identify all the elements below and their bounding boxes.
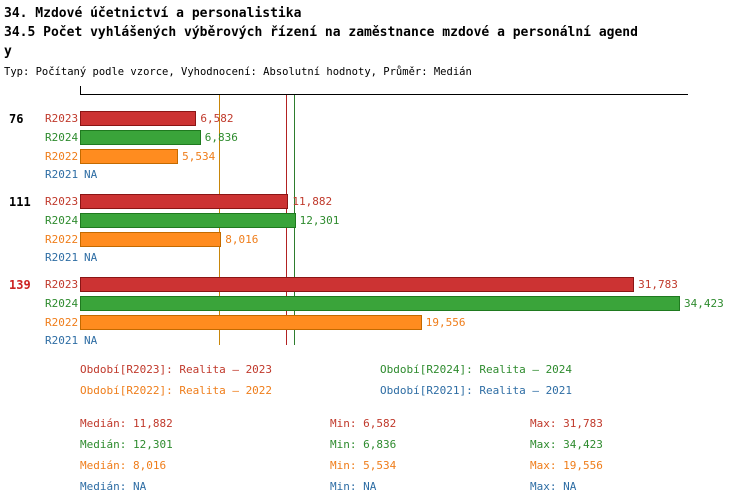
bar-r2023 — [80, 277, 635, 292]
stat-max: Max: 19,556 — [530, 459, 603, 472]
bar-rows: 76 R2023 6,582 R2024 6,836 R2022 5,534 R2021 NA 1… — [0, 94, 750, 349]
stat-max: Max: NA — [530, 480, 577, 493]
stat-median: Medián: 11,882 — [80, 417, 173, 430]
plot-area: 12,301 — [80, 211, 750, 230]
series-label: R2022 — [45, 233, 79, 246]
series-label: R2023 — [45, 112, 79, 125]
chart-row-r2024: R2024 34,423 — [0, 294, 750, 313]
stat-min: Min: 6,582 — [330, 417, 397, 430]
value-label: 19,556 — [425, 316, 466, 329]
legend-item: Období[R2024]: Realita – 2024 — [380, 363, 573, 376]
bar-r2023 — [80, 194, 289, 209]
legend-item: Období[R2023]: Realita – 2023 — [80, 363, 273, 376]
plot-area: NA — [80, 249, 750, 266]
stat-max: Max: 34,423 — [530, 438, 603, 451]
series-label: R2024 — [45, 214, 79, 227]
series-label: R2024 — [45, 297, 79, 310]
value-label: 8,016 — [225, 233, 259, 246]
series-label: R2021 — [45, 251, 79, 264]
chart-row-r2022: R2022 5,534 — [0, 147, 750, 166]
series-label: R2023 — [45, 278, 79, 291]
stat-median: Medián: NA — [80, 480, 147, 493]
value-label: 6,582 — [200, 112, 234, 125]
value-label: NA — [84, 251, 98, 264]
stat-max: Max: 31,783 — [530, 417, 603, 430]
stats-table: Medián: 11,882 Min: 6,582 Max: 31,783 Mediá… — [80, 417, 750, 493]
bar-group: 76 R2023 6,582 R2024 6,836 R2022 5,534 R2021 NA — [0, 109, 750, 183]
chart-row-r2023: 111 R2023 11,882 — [0, 192, 750, 211]
plot-area: 6,836 — [80, 128, 750, 147]
plot-area: 31,783 — [80, 275, 750, 294]
plot-area: 8,016 — [80, 230, 750, 249]
legend-item: Období[R2022]: Realita – 2022 — [80, 384, 273, 397]
plot-area: 34,423 — [80, 294, 750, 313]
group-label: 76 — [9, 111, 24, 126]
chart-row-r2022: R2022 8,016 — [0, 230, 750, 249]
group-label: 111 — [9, 194, 31, 209]
value-label: NA — [84, 334, 98, 347]
chart-row-r2023: 139 R2023 31,783 — [0, 275, 750, 294]
bar-r2024 — [80, 296, 680, 311]
chart-row-r2021: R2021 NA — [0, 332, 750, 349]
x-axis-tick — [80, 86, 81, 94]
plot-area: NA — [80, 332, 750, 349]
chart-row-r2021: R2021 NA — [0, 249, 750, 266]
bar-group: 111 R2023 11,882 R2024 12,301 R2022 8,016 R2021… — [0, 192, 750, 266]
chart-row-r2023: 76 R2023 6,582 — [0, 109, 750, 128]
group-label: 139 — [9, 277, 31, 292]
value-label: 6,836 — [204, 131, 238, 144]
value-label: 5,534 — [182, 150, 216, 163]
value-label: NA — [84, 168, 98, 181]
bar-r2022 — [80, 232, 222, 247]
bar-r2022 — [80, 315, 422, 330]
legend: Období[R2023]: Realita – 2023 Období[R202… — [80, 363, 750, 397]
stat-median: Medián: 12,301 — [80, 438, 173, 451]
chart-title-line2: 34.5 Počet vyhlášených výběrových řízení… — [4, 25, 638, 59]
value-label: 34,423 — [683, 297, 724, 310]
series-label: R2022 — [45, 316, 79, 329]
value-label: 31,783 — [638, 278, 678, 291]
chart-row-r2024: R2024 12,301 — [0, 211, 750, 230]
bar-r2024 — [80, 130, 201, 145]
plot-area: NA — [80, 166, 750, 183]
value-label: 12,301 — [299, 214, 340, 227]
chart-title-line1: 34. Mzdové účetnictví a personalistika — [4, 6, 302, 21]
chart-row-r2022: R2022 19,556 — [0, 313, 750, 332]
series-label: R2021 — [45, 168, 79, 181]
series-label: R2024 — [45, 131, 79, 144]
chart-header: 34. Mzdové účetnictví a personalistika 3… — [0, 0, 750, 78]
plot-area: 6,582 — [80, 109, 750, 128]
bar-chart: 76 R2023 6,582 R2024 6,836 R2022 5,534 R2021 NA 1… — [0, 86, 750, 349]
stat-min: Min: NA — [330, 480, 377, 493]
x-axis-line — [80, 94, 688, 95]
plot-area: 19,556 — [80, 313, 750, 332]
chart-row-r2024: R2024 6,836 — [0, 128, 750, 147]
bar-r2024 — [80, 213, 296, 228]
bar-r2022 — [80, 149, 179, 164]
plot-area: 11,882 — [80, 192, 750, 211]
stat-min: Min: 6,836 — [330, 438, 397, 451]
value-label: 11,882 — [292, 195, 333, 208]
bar-r2023 — [80, 111, 197, 126]
series-label: R2021 — [45, 334, 79, 347]
chart-subtitle: Typ: Počítaný podle vzorce, Vyhodnocení:… — [4, 66, 472, 78]
stat-min: Min: 5,534 — [330, 459, 397, 472]
bar-group: 139 R2023 31,783 R2024 34,423 R2022 19,556 R202… — [0, 275, 750, 349]
chart-row-r2021: R2021 NA — [0, 166, 750, 183]
legend-item: Období[R2021]: Realita – 2021 — [380, 384, 573, 397]
series-label: R2022 — [45, 150, 79, 163]
stat-median: Medián: 8,016 — [80, 459, 167, 472]
series-label: R2023 — [45, 195, 79, 208]
plot-area: 5,534 — [80, 147, 750, 166]
